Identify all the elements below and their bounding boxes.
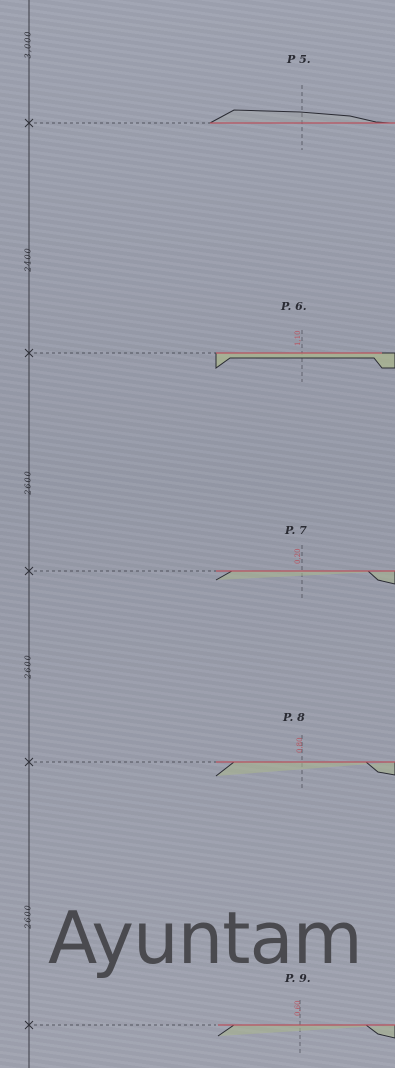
profile-6-shape: 1,10 (215, 330, 395, 382)
svg-text:0,20: 0,20 (294, 548, 302, 564)
scale-label: 3,000 (23, 30, 33, 59)
profile-7-shape: 0,20 (215, 545, 395, 598)
svg-text:1,10: 1,10 (294, 330, 302, 346)
profile-9-shape: 0,60 (217, 1000, 395, 1055)
datum-lines (34, 122, 216, 1026)
profile-label-8: P. 8 (283, 711, 305, 724)
watermark-text: Ayuntam (48, 896, 363, 980)
profile-8-shape: 0,80 (215, 735, 395, 790)
profile-label-7: P. 7 (285, 524, 307, 537)
svg-text:0,60: 0,60 (294, 1000, 302, 1016)
scale-label: 2400 (23, 247, 33, 272)
scale-label: 2600 (23, 904, 33, 929)
profile-label-5: P 5. (287, 53, 311, 66)
datum-crosses (24, 118, 34, 1030)
scale-label: 2600 (23, 470, 33, 495)
profile-label-9: P. 9. (285, 972, 311, 985)
profile-5-shape (209, 85, 395, 150)
scale-label: 2600 (23, 654, 33, 679)
profile-label-6: P. 6. (281, 300, 307, 313)
svg-text:0,80: 0,80 (296, 737, 304, 753)
